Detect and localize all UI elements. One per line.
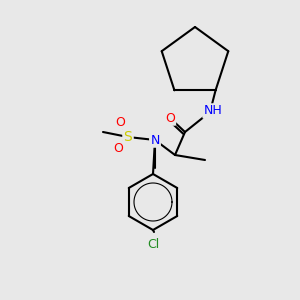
Text: N: N bbox=[150, 134, 160, 146]
Text: Cl: Cl bbox=[147, 238, 159, 250]
Text: O: O bbox=[115, 116, 125, 128]
Text: S: S bbox=[124, 130, 132, 144]
Text: O: O bbox=[165, 112, 175, 124]
Text: NH: NH bbox=[204, 104, 222, 118]
Text: O: O bbox=[113, 142, 123, 154]
